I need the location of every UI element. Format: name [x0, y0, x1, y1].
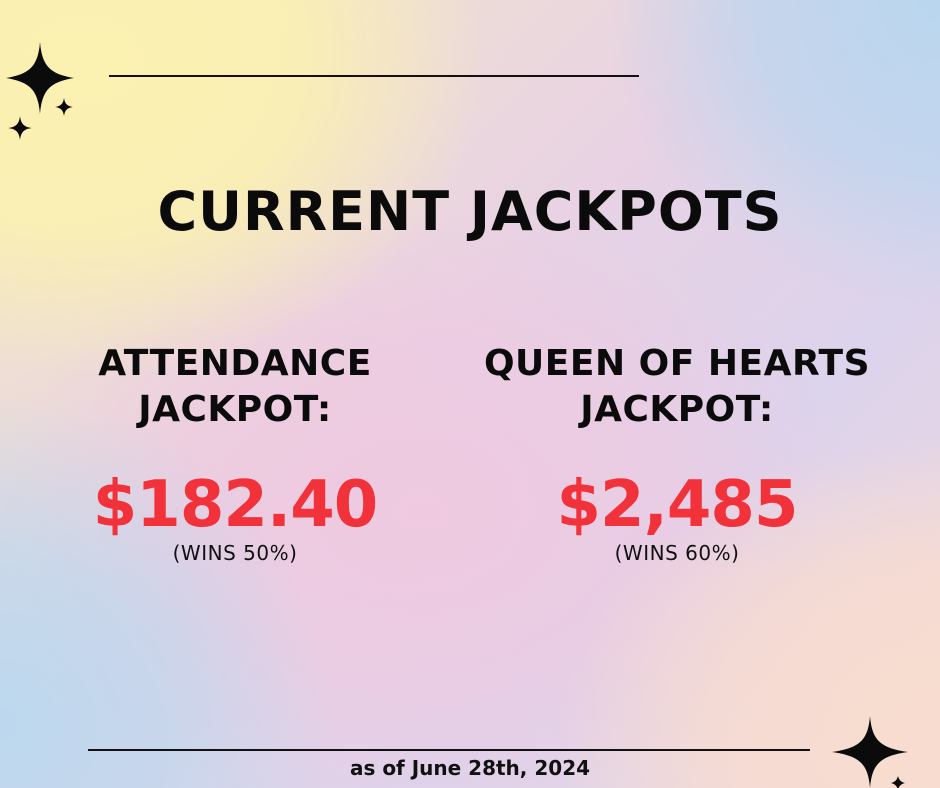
sparkle-icon — [6, 42, 74, 140]
page-title: CURRENT JACKPOTS — [157, 180, 783, 243]
jackpot-wins-percent: (WINS 60%) — [614, 541, 740, 565]
jackpot-label: JACKPOT: — [138, 389, 332, 430]
jackpot-wins-percent: (WINS 50%) — [172, 541, 298, 565]
bottom-divider — [88, 749, 810, 751]
jackpot-amount: $2,485 — [556, 468, 799, 542]
as-of-date: as of June 28th, 2024 — [349, 756, 591, 780]
jackpot-label: JACKPOT: — [580, 389, 774, 430]
jackpot-queen-of-hearts: QUEEN OF HEARTS JACKPOT: $2,485 (WINS 60… — [452, 341, 902, 565]
jackpot-amount: $182.40 — [92, 468, 379, 542]
jackpot-attendance: ATTENDANCE JACKPOT: $182.40 (WINS 50%) — [40, 341, 430, 565]
top-divider — [109, 75, 639, 77]
jackpot-label: QUEEN OF HEARTS — [483, 343, 871, 384]
jackpot-label: ATTENDANCE — [98, 343, 372, 384]
sparkle-icon — [832, 716, 908, 788]
